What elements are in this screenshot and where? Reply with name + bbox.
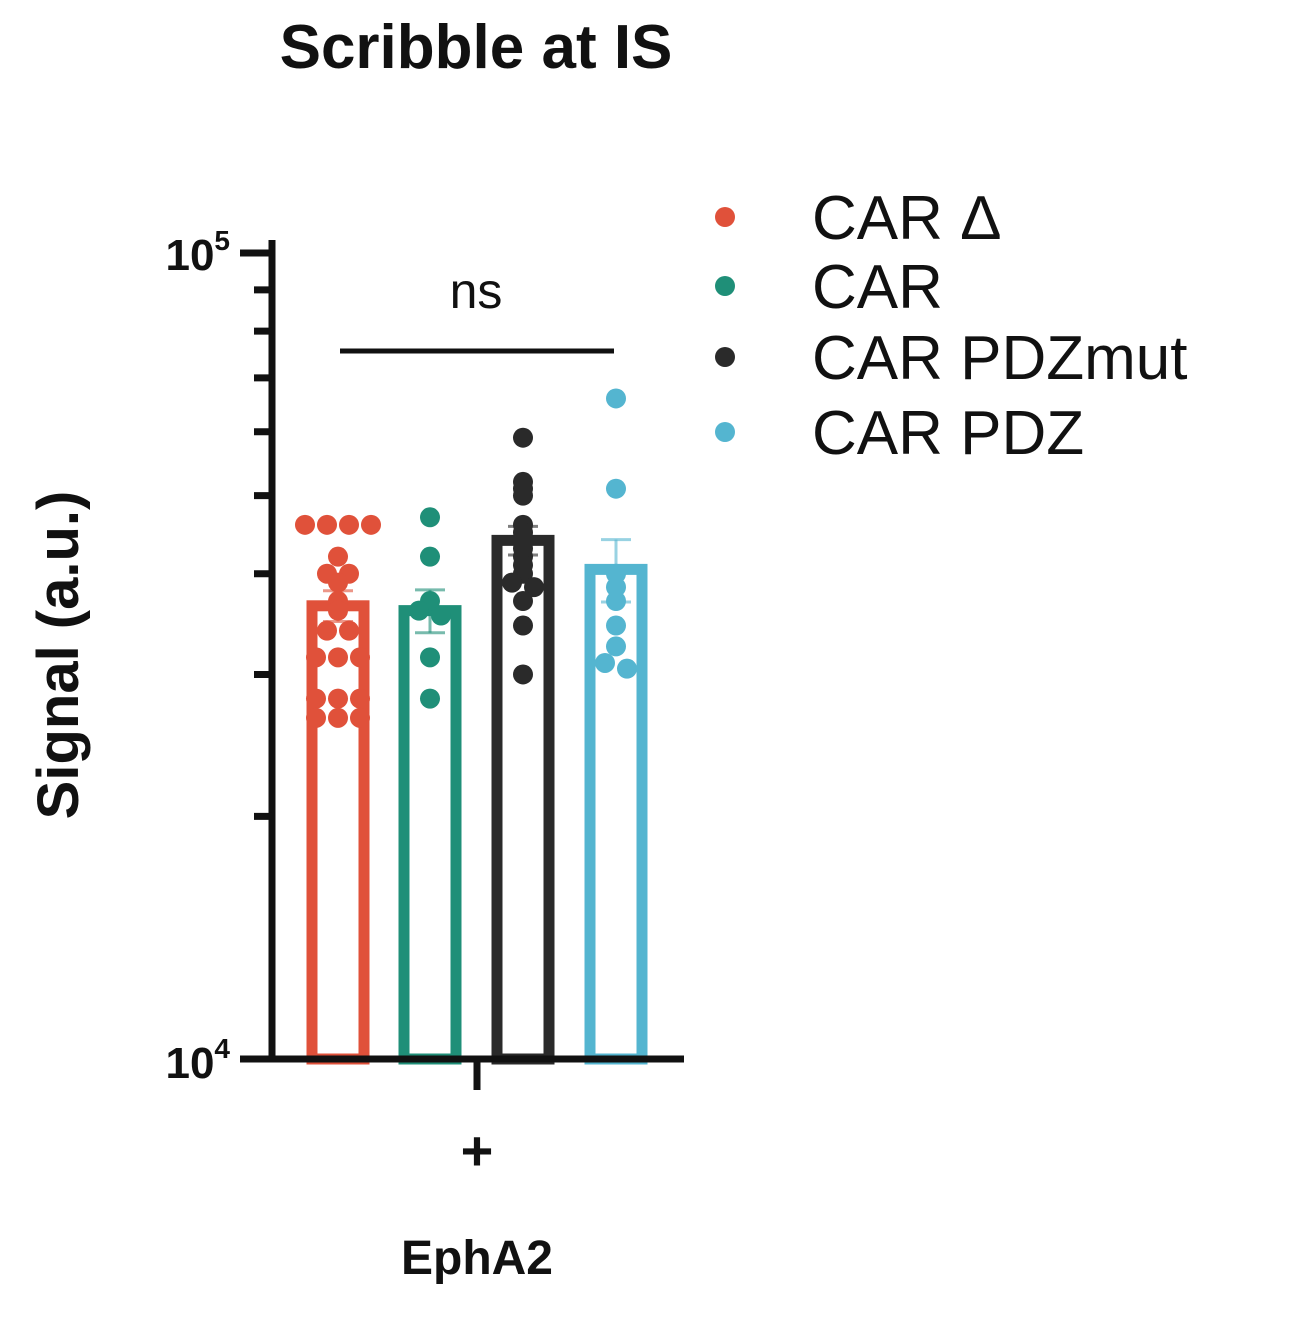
data-point: [606, 388, 626, 409]
legend-marker: [715, 347, 735, 367]
data-point: [306, 647, 326, 668]
y-axis-label: Signal (a.u.): [26, 491, 91, 820]
data-point: [306, 707, 326, 728]
legend-label: CAR Δ: [812, 184, 1002, 253]
legend-label: CAR PDZmut: [812, 324, 1187, 393]
data-point: [306, 688, 326, 709]
data-point: [513, 485, 533, 506]
data-point: [513, 664, 533, 685]
data-point: [328, 688, 348, 709]
bar: [398, 605, 462, 1065]
data-point: [513, 615, 533, 636]
significance-label: ns: [450, 263, 503, 319]
bar-layer: [306, 534, 648, 1065]
y-tick-label-top: 105: [165, 225, 230, 280]
data-point: [513, 427, 533, 448]
data-point: [513, 591, 533, 612]
data-point: [420, 647, 440, 668]
y-tick-layer: [240, 249, 272, 1063]
y-tick-label-bottom: 104: [165, 1033, 230, 1088]
legend-item: CAR PDZmut: [715, 324, 1187, 393]
bar: [306, 600, 370, 1065]
data-point: [420, 688, 440, 709]
legend-label: CAR PDZ: [812, 399, 1084, 468]
data-point: [524, 577, 544, 598]
legend-label: CAR: [812, 253, 943, 322]
data-point: [350, 647, 370, 668]
legend-marker: [715, 207, 735, 227]
x-category-label: +: [461, 1119, 494, 1182]
data-point: [328, 707, 348, 728]
legend-item: CAR Δ: [715, 184, 1002, 253]
legend-item: CAR PDZ: [715, 399, 1084, 468]
data-point: [328, 647, 348, 668]
data-point: [502, 572, 522, 593]
data-point: [317, 620, 337, 641]
chart-title: Scribble at IS: [280, 13, 673, 82]
data-point: [361, 514, 381, 535]
legend-item: CAR: [715, 253, 943, 322]
data-point: [595, 652, 615, 673]
data-point: [328, 600, 348, 621]
data-point-layer: [295, 388, 637, 728]
legend-marker: [715, 276, 735, 296]
data-point: [350, 688, 370, 709]
data-point: [339, 620, 359, 641]
data-point: [606, 577, 626, 598]
data-point: [606, 591, 626, 612]
x-axis-label: EphA2: [401, 1232, 553, 1285]
data-point: [328, 572, 348, 593]
data-point: [328, 546, 348, 567]
data-point: [606, 478, 626, 499]
data-point: [350, 707, 370, 728]
data-point: [420, 507, 440, 528]
data-point: [339, 514, 359, 535]
data-point: [317, 514, 337, 535]
data-point: [606, 636, 626, 657]
data-point: [431, 605, 451, 626]
data-point: [606, 615, 626, 636]
data-point: [409, 600, 429, 621]
data-point: [617, 658, 637, 679]
data-point: [295, 514, 315, 535]
legend-marker: [715, 422, 735, 442]
data-point: [420, 546, 440, 567]
